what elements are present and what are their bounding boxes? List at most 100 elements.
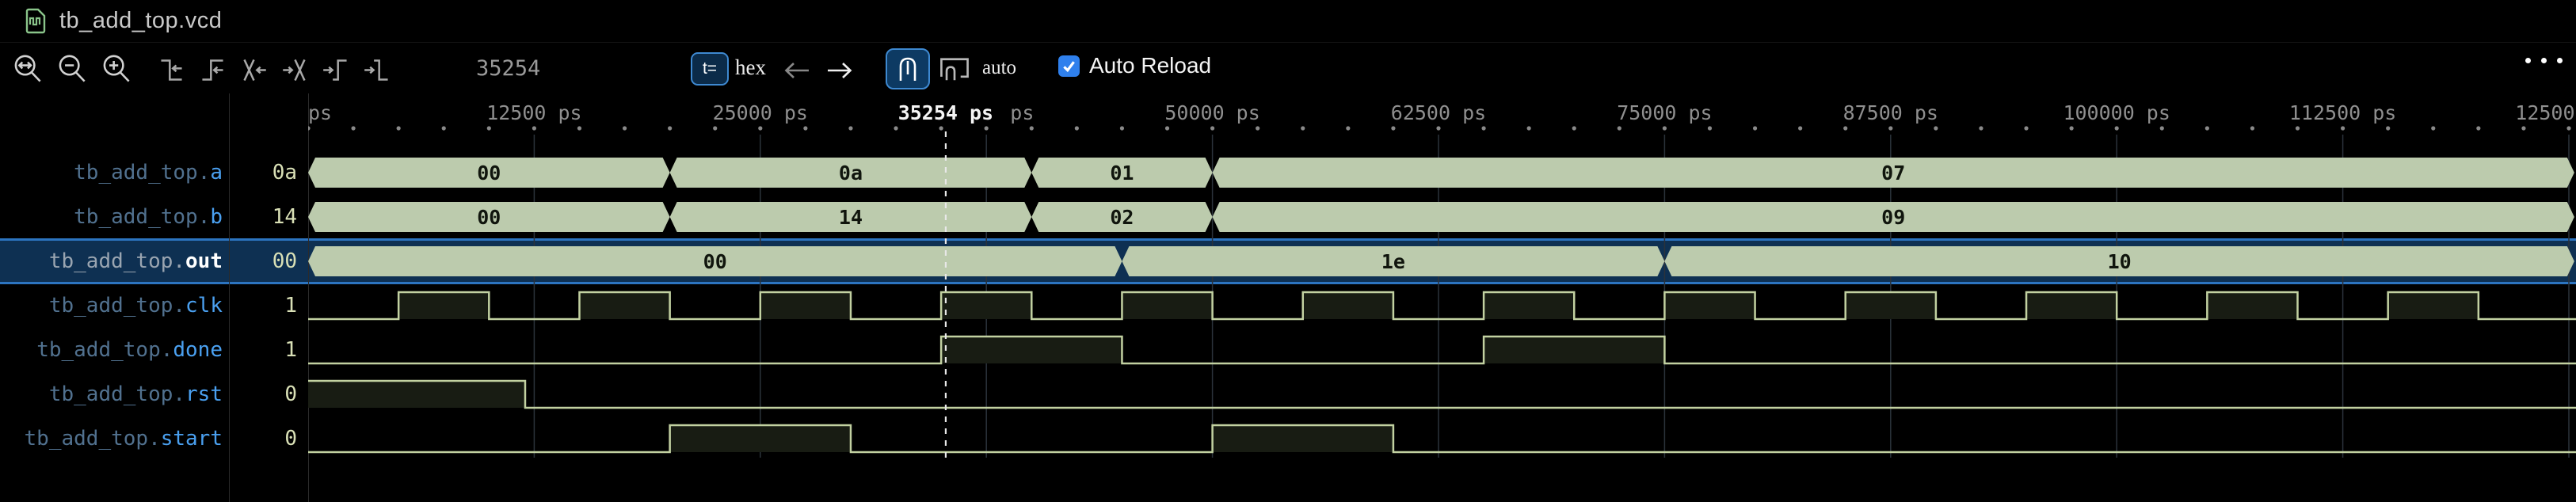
svg-text:00: 00 (703, 250, 727, 273)
signal-name[interactable]: tb_add_top.b (0, 195, 223, 239)
svg-text:62500 ps: 62500 ps (1391, 101, 1486, 124)
ruler-gridlines (533, 135, 2570, 458)
signal-leaf-name: done (173, 338, 223, 362)
ruler-tick-dots (308, 126, 2571, 131)
svg-text:125000 ps: 125000 ps (2515, 101, 2576, 124)
tab-title[interactable]: tb_add_top.vcd (59, 8, 223, 33)
zoom-out-icon[interactable] (57, 54, 87, 84)
svg-text:09: 09 (1881, 206, 1905, 229)
signal-leaf-name: rst (185, 382, 223, 406)
svg-text:07: 07 (1881, 162, 1905, 184)
signal-cursor-value: 0 (284, 382, 297, 406)
bit-wave-done[interactable] (308, 335, 2576, 365)
signal-cursor-value: 0a (272, 161, 297, 184)
toolbar: 35254 t= hex (0, 43, 2576, 93)
bit-wave-rst[interactable] (308, 379, 2576, 409)
svg-text:01: 01 (1110, 162, 1134, 184)
check-icon (1063, 60, 1075, 72)
signal-scope-prefix: tb_add_top. (74, 205, 211, 229)
svg-text:0 ps: 0 ps (308, 101, 332, 124)
svg-text:50000 ps: 50000 ps (1164, 101, 1259, 124)
svg-text:10: 10 (2108, 250, 2132, 273)
next-negedge-icon[interactable] (363, 55, 392, 85)
time-mode-label: t= (702, 59, 718, 78)
signal-name[interactable]: tb_add_top.done (0, 328, 223, 372)
signal-row-out[interactable]: tb_add_top.out 00 (0, 239, 308, 283)
signal-leaf-name: a (210, 161, 223, 184)
signal-leaf-name: out (185, 249, 223, 273)
auto-reload-label[interactable]: Auto Reload (1089, 53, 1212, 78)
bit-wave-clk[interactable] (308, 291, 2576, 321)
bus-wave-b[interactable]: 00 14 02 09 (308, 202, 2574, 232)
vcd-file-icon (25, 8, 46, 34)
time-mode-button[interactable]: t= (691, 52, 729, 86)
cursor-time-input[interactable]: 35254 (476, 55, 541, 81)
signal-name[interactable]: tb_add_top.a (0, 150, 223, 195)
signal-row-rst[interactable]: tb_add_top.rst 0 (0, 372, 308, 416)
prev-negedge-icon[interactable] (157, 55, 186, 85)
next-transition-icon[interactable] (280, 55, 310, 85)
svg-text:0a: 0a (839, 162, 863, 184)
bus-wave-out[interactable]: 00 1e 10 (308, 246, 2574, 276)
waveform-panel: tb_add_top.a 0a tb_add_top.b 14 tb_add_top.o… (0, 93, 2576, 502)
svg-text:00: 00 (477, 206, 501, 229)
svg-text:14: 14 (839, 206, 863, 229)
svg-text:1e: 1e (1381, 250, 1405, 273)
signal-row-b[interactable]: tb_add_top.b 14 (0, 195, 308, 239)
bus-wave-a[interactable]: 00 0a 01 07 (308, 158, 2574, 188)
measure-mode-icon[interactable] (938, 54, 971, 86)
signal-name[interactable]: tb_add_top.rst (0, 372, 223, 416)
bit-wave-start[interactable] (308, 424, 2576, 454)
signal-cursor-value: 14 (272, 205, 297, 229)
back-arrow-icon[interactable] (783, 60, 811, 81)
forward-arrow-icon[interactable] (825, 60, 854, 81)
svg-text:100000 ps: 100000 ps (2063, 101, 2170, 124)
svg-text:112500 ps: 112500 ps (2289, 101, 2396, 124)
svg-text:02: 02 (1110, 206, 1134, 229)
signal-scope-prefix: tb_add_top. (48, 294, 186, 318)
svg-text:25000 ps: 25000 ps (713, 101, 808, 124)
more-options-icon[interactable] (2525, 58, 2563, 63)
signal-scope-prefix: tb_add_top. (48, 382, 186, 406)
svg-text:12500 ps: 12500 ps (486, 101, 581, 124)
cursor-time-label: 35254 ps (880, 100, 1011, 126)
signal-name[interactable]: tb_add_top.clk (0, 283, 223, 328)
prev-transition-icon[interactable] (239, 55, 269, 85)
zoom-in-icon[interactable] (101, 54, 131, 84)
svg-text:00: 00 (477, 162, 501, 184)
svg-text:87500 ps: 87500 ps (1843, 101, 1938, 124)
signal-leaf-name: clk (185, 294, 223, 318)
prev-posedge-icon[interactable] (198, 55, 227, 85)
signal-row-clk[interactable]: tb_add_top.clk 1 (0, 283, 308, 328)
signal-cursor-value: 00 (272, 249, 297, 273)
radix-label[interactable]: hex (735, 55, 766, 79)
name-value-divider (229, 93, 230, 502)
signal-scope-prefix: tb_add_top. (48, 249, 186, 273)
zoom-fit-icon[interactable] (13, 54, 43, 84)
signal-cursor-value: 1 (284, 338, 297, 362)
svg-text:35254 ps: 35254 ps (898, 101, 993, 124)
tab-bar: tb_add_top.vcd (0, 0, 2576, 43)
signal-row-done[interactable]: tb_add_top.done 1 (0, 328, 308, 372)
signal-scope-prefix: tb_add_top. (74, 161, 211, 184)
svg-text:75000 ps: 75000 ps (1617, 101, 1712, 124)
next-posedge-icon[interactable] (322, 55, 351, 85)
signal-leaf-name: b (210, 205, 223, 229)
signal-scope-prefix: tb_add_top. (24, 427, 161, 451)
signal-row-a[interactable]: tb_add_top.a 0a (0, 150, 308, 195)
signal-name[interactable]: tb_add_top.out (0, 239, 223, 283)
auto-reload-checkbox[interactable] (1058, 55, 1080, 77)
signal-cursor-value: 1 (284, 294, 297, 318)
value-wave-divider (308, 93, 309, 502)
signal-name[interactable]: tb_add_top.start (0, 416, 223, 461)
cursor-mode-icon (899, 57, 916, 81)
signal-row-start[interactable]: tb_add_top.start 0 (0, 416, 308, 461)
signal-scope-prefix: tb_add_top. (36, 338, 173, 362)
auto-label[interactable]: auto (982, 57, 1017, 78)
signal-cursor-value: 0 (284, 427, 297, 451)
cursor-mode-button[interactable] (886, 48, 930, 89)
signal-leaf-name: start (160, 427, 223, 451)
